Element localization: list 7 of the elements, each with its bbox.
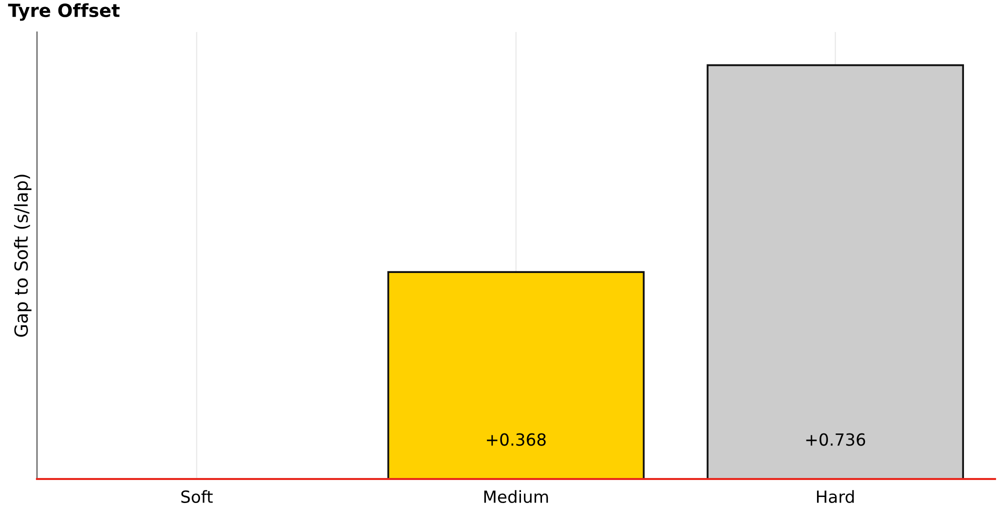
chart-title: Tyre Offset <box>8 3 120 21</box>
x-tick-label: Medium <box>484 490 548 504</box>
data-label: +0.736 <box>806 433 866 446</box>
y-axis-title: Gap to Soft (s/lap) <box>14 174 32 337</box>
x-tick-label: Hard <box>817 490 854 504</box>
data-label: +0.368 <box>486 433 546 446</box>
x-tick-label: Soft <box>181 490 213 504</box>
